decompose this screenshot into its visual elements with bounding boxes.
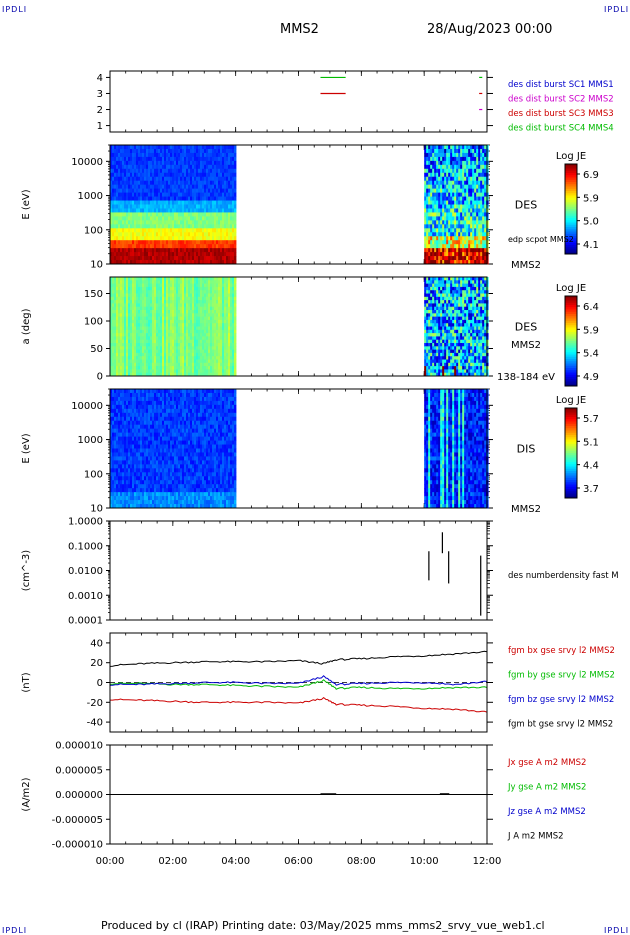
des_energy-spectrogram [110,145,489,264]
y-tick-label: 1.0000 [68,517,103,528]
legend-entry: Jy gse A m2 MMS2 [507,783,586,793]
legend-entry: des dist burst SC2 MMS2 [508,95,614,105]
y-tick-label: 0 [97,678,103,689]
legend-entry: des numberdensity fast M [508,571,619,581]
legend-entry: Jz gse A m2 MMS2 [507,807,586,817]
y-axis-label: E (eV) [21,189,32,219]
colorbar-tick-label: 4.4 [583,461,599,472]
y-tick-label: 100 [84,225,103,236]
panel-frame-density [110,521,487,620]
panel-bottom-label: MMS2 [511,260,541,271]
dis_energy-spectrogram [110,389,489,508]
legend-entry: des dist burst SC1 MMS1 [508,80,614,90]
footer-credit: Produced by cl (IRAP) Printing date: 03/… [101,919,545,932]
colorbar-tick-label: 5.0 [583,217,599,228]
colorbar-tick-label: 6.4 [583,302,599,313]
y-tick-label: -0.000010 [52,840,103,851]
y-tick-label: 10000 [71,401,103,412]
legend-entry: des dist burst SC3 MMS3 [508,109,614,119]
y-tick-label: 0.000000 [55,790,103,801]
y-tick-label: 0.0001 [68,616,103,627]
y-tick-label: 0.1000 [68,541,103,552]
y-axis-label: (nT) [21,672,32,692]
y-tick-label: 2 [97,105,103,116]
y-tick-label: 10 [90,504,103,515]
time-tick-label: 04:00 [221,856,250,867]
des_pitch-spectrogram [110,277,489,376]
y-tick-label: 1000 [78,435,103,446]
panel-bottom-label: MMS2 [511,504,541,515]
y-tick-label: 0.000010 [55,741,103,752]
y-tick-label: 1000 [78,191,103,202]
y-tick-label: 150 [84,289,103,300]
y-tick-label: -0.000005 [52,815,103,826]
legend-entry: J A m2 MMS2 [507,832,564,842]
time-tick-label: 08:00 [347,856,376,867]
y-tick-label: 100 [84,317,103,328]
time-tick-label: 06:00 [284,856,313,867]
y-tick-label: 40 [90,638,103,649]
legend-entry: fgm bt gse srvy l2 MMS2 [508,720,613,730]
y-tick-label: 0 [97,372,103,383]
panel-frame-burst [110,71,487,132]
panel-instrument-label: DIS [517,443,536,456]
y-tick-label: -20 [87,698,103,709]
legend-entry: fgm bz gse srvy l2 MMS2 [508,695,614,705]
y-tick-label: 3 [97,89,103,100]
colorbar-tick-label: 5.4 [583,349,599,360]
panel-sub-label: edp scpot MMS2 [508,235,574,244]
time-tick-label: 00:00 [96,856,125,867]
y-tick-label: -40 [87,718,103,729]
panel-sub-label: MMS2 [511,340,541,351]
y-tick-label: 20 [90,658,103,669]
legend-entry: fgm bx gse srvy l2 MMS2 [508,646,615,656]
legend-entry: Jx gse A m2 MMS2 [507,758,586,768]
colorbar-tick-label: 6.9 [583,170,599,181]
y-tick-label: 0.0100 [68,566,103,577]
colorbar-title: Log JE [556,395,586,406]
y-tick-label: 10 [90,260,103,271]
colorbar-tick-label: 5.9 [583,325,599,336]
y-tick-label: 100 [84,469,103,480]
y-axis-label: a (deg) [21,308,32,344]
y-axis-label: (cm^-3) [21,550,32,591]
y-tick-label: 10000 [71,157,103,168]
y-tick-label: 1 [97,121,103,132]
colorbar-tick-label: 5.7 [583,414,599,425]
colorbar-title: Log JE [556,283,586,294]
time-tick-label: 10:00 [410,856,439,867]
time-tick-label: 12:00 [473,856,502,867]
legend-entry: des dist burst SC4 MMS4 [508,124,614,134]
colorbar-title: Log JE [556,151,586,162]
panel-instrument-label: DES [515,199,537,212]
series-line-bx [110,698,487,713]
colorbar-tick-label: 5.9 [583,193,599,204]
time-tick-label: 02:00 [158,856,187,867]
y-axis-label: E (eV) [21,433,32,463]
series-line-bz [110,676,487,685]
colorbar-tick-label: 5.1 [583,437,599,448]
colorbar-tick-label: 4.1 [583,240,599,251]
panel-bottom-label: 138-184 eV [497,372,555,383]
y-axis-label: (A/m2) [21,777,32,811]
colorbar-tick-label: 4.9 [583,372,599,383]
panel-instrument-label: DES [515,321,537,334]
y-tick-label: 0.0010 [68,591,103,602]
colorbar-tick-label: 3.7 [583,484,599,495]
series-line-bt [110,651,487,666]
y-tick-label: 4 [97,73,103,84]
legend-entry: fgm by gse srvy l2 MMS2 [508,671,615,681]
y-tick-label: 0.000005 [55,765,103,776]
y-tick-label: 50 [90,344,103,355]
